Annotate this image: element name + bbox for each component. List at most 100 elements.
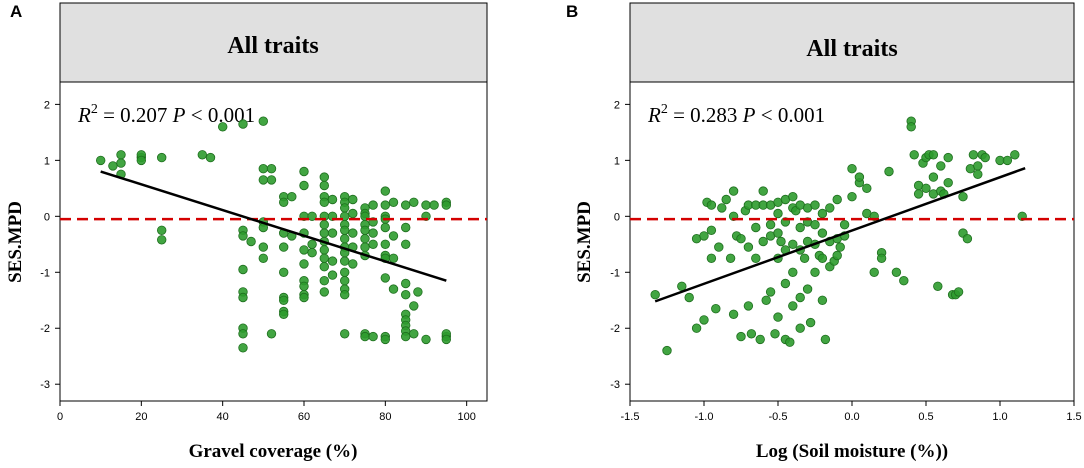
panel-a-data-point (319, 219, 330, 230)
panel-a-data-point (340, 329, 350, 339)
panel-a-stat: R2 = 0.207 P < 0.001 (77, 102, 255, 127)
panel-b-data-point (810, 267, 820, 278)
panel-a-data-point (266, 175, 277, 185)
panel-b-data-point (928, 172, 939, 182)
panel-b-data-point (699, 315, 709, 325)
panel-b-data-point (755, 334, 765, 345)
panel-b-data-point (728, 309, 739, 320)
panel-b-data-point (817, 295, 828, 306)
panel-b-title: All traits (806, 36, 897, 62)
panel-b-data-point (847, 163, 857, 174)
panel-a-data-point (340, 276, 350, 286)
panel-a-points (95, 116, 452, 353)
panel-a-y-tick-label: 2 (44, 99, 50, 111)
panel-a-data-point (238, 231, 248, 241)
panel-a-data-point (279, 309, 289, 320)
panel-a-data-point (205, 152, 216, 163)
panel-b-data-point (799, 253, 810, 263)
panel-b-x-axis-title: Log (Soil moisture (%)) (756, 441, 948, 462)
panel-b-data-point (825, 203, 835, 213)
panel-a-ticks: 0 20 40 60 80 100 -3 -2 -1 0 1 2 (40, 99, 476, 423)
panel-a-y-tick-label: -3 (40, 379, 50, 391)
panel-b-data-point (711, 304, 721, 314)
panel-a-data-point (319, 180, 330, 191)
panel-b-data-point (973, 161, 983, 171)
panel-a-data-point (360, 331, 370, 342)
panel-b-ticks: -1.5 -1.0 -0.5 0.0 0.5 1.0 1.5 -3 -2 -1 0 1 2 (610, 99, 1081, 423)
panel-b-data-point (662, 345, 672, 356)
panel-b-y-tick-label: 2 (614, 99, 620, 111)
panel-b-data-point (721, 194, 731, 205)
panel-a-data-point (307, 211, 317, 222)
panel-b-x-tick-label: 1.5 (1066, 411, 1081, 423)
panel-a-data-point (108, 161, 118, 171)
panel-b-stat: R2 = 0.283 P < 0.001 (647, 102, 825, 127)
panel-b-data-point (650, 290, 660, 300)
panel-b-x-tick-label: -1.5 (621, 411, 640, 423)
panel-b-data-point (891, 267, 902, 278)
panel-a-plot-frame (59, 81, 488, 402)
panel-b-data-point (936, 161, 946, 171)
panel-a-data-point (380, 239, 391, 250)
panel-a-data-point (319, 262, 330, 272)
panel-a-y-tick-label: -1 (40, 267, 50, 279)
panel-a-data-point (136, 155, 147, 166)
panel-a-data-point (340, 267, 350, 278)
panel-a-x-tick-label: 60 (298, 411, 310, 423)
panel-a-data-point (413, 287, 423, 297)
panel-b-x-tick-label: -1.0 (695, 411, 714, 423)
panel-b-x-tick-label: 0.0 (844, 411, 859, 423)
panel-b-data-point (728, 186, 739, 196)
panel-b-data-point (884, 166, 894, 177)
panel-b-x-tick-label: -0.5 (769, 411, 788, 423)
panel-a-data-point (380, 222, 391, 233)
panel-b-data-point (795, 323, 805, 333)
panel-a-data-point (327, 256, 338, 266)
panel-b-data-point (832, 194, 842, 205)
panel-a-x-tick-label: 100 (457, 411, 475, 423)
panel-b-data-point (980, 152, 990, 163)
panel-a-data-point (348, 208, 358, 219)
panel-a-data-point (348, 259, 358, 269)
panel-b-data-point (788, 239, 798, 250)
panel-a-x-tick-label: 40 (217, 411, 229, 423)
panel-b-data-point (770, 329, 780, 339)
panel-a-x-tick-label: 0 (57, 411, 63, 423)
panel-b-data-point (928, 150, 939, 160)
panel-b-data-point (899, 276, 909, 286)
panel-b-data-point (746, 329, 757, 339)
panel-b-data-point (953, 287, 964, 297)
panel-a-data-point (156, 152, 167, 163)
panel-b-data-point (743, 301, 754, 311)
panel-b-letter: B (566, 2, 578, 21)
panel-a-data-point (401, 278, 411, 289)
panel-a-data-point (401, 239, 411, 250)
panel-a-regression-line (100, 170, 447, 282)
panel-b-data-point (909, 150, 919, 160)
panel-b-data-point (780, 278, 791, 289)
panel-a-data-point (401, 331, 411, 342)
panel-b-data-point (788, 191, 798, 202)
panel-b-data-point (943, 152, 953, 163)
panel-b-x-tick-label: 0.5 (918, 411, 933, 423)
panel-a-data-point (279, 197, 289, 208)
panel-b-data-point (862, 183, 872, 194)
panel-b-x-tick-label: 1.0 (992, 411, 1007, 423)
panel-b-data-point (788, 301, 798, 311)
panel-b-strip (629, 2, 1075, 83)
panel-a-data-point (421, 334, 431, 345)
panel-a-data-point (217, 122, 228, 132)
panel-a-data-point (340, 225, 350, 236)
panel-a-data-point (401, 222, 411, 233)
panel-a-y-axis-title: SES.MPD (5, 201, 26, 283)
panel-b-y-tick-label: -3 (610, 379, 620, 391)
panel-b-data-point (847, 191, 857, 202)
panel-a-data-point (238, 292, 248, 303)
panel-b-data-point (805, 317, 816, 328)
panel-a-data-point (116, 150, 126, 160)
panel-b-data-point (854, 172, 865, 182)
panel-a-data-point (380, 200, 391, 210)
panel-a-x-tick-label: 80 (379, 411, 391, 423)
panel-a-data-point (340, 203, 350, 213)
